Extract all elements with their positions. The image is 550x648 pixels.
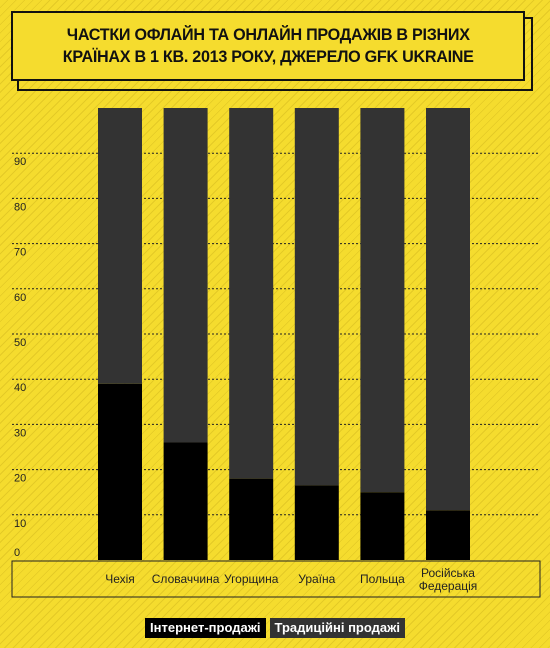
y-tick-label: 40	[14, 382, 26, 394]
category-label: Ураїна	[298, 572, 335, 586]
bar-online	[294, 485, 339, 560]
bar-offline	[229, 108, 274, 479]
bar-online	[163, 442, 208, 560]
y-tick-label: 0	[14, 547, 20, 559]
category-label: Угорщина	[224, 572, 279, 586]
y-tick-label: 10	[14, 518, 26, 530]
bar-offline	[98, 108, 142, 384]
bar-offline	[426, 108, 470, 511]
bar-offline	[294, 108, 339, 486]
legend-online: Інтернет-продажі	[145, 618, 266, 638]
legend: Інтернет-продажі Традиційні продажі	[0, 618, 550, 638]
bar-online	[360, 492, 405, 560]
y-tick-label: 70	[14, 247, 26, 259]
legend-offline: Традиційні продажі	[269, 618, 405, 638]
category-band	[11, 560, 541, 598]
y-tick-label: 30	[14, 427, 26, 439]
category-label: Федерація	[419, 579, 478, 593]
title-box: ЧАСТКИ ОФЛАЙН ТА ОНЛАЙН ПРОДАЖІВ В РІЗНИ…	[11, 11, 525, 81]
bar-online	[98, 383, 142, 560]
bar-offline	[163, 108, 208, 443]
y-tick-label: 90	[14, 156, 26, 168]
category-label: Словаччина	[152, 572, 220, 586]
category-label: Польща	[360, 572, 405, 586]
category-label: Чехія	[105, 572, 135, 586]
y-tick-label: 60	[14, 292, 26, 304]
bar-offline	[360, 108, 405, 493]
chart-title: ЧАСТКИ ОФЛАЙН ТА ОНЛАЙН ПРОДАЖІВ В РІЗНИ…	[62, 25, 474, 66]
y-tick-label: 80	[14, 201, 26, 213]
y-tick-label: 50	[14, 337, 26, 349]
bar-online	[426, 510, 470, 560]
bar-online	[229, 478, 274, 560]
y-tick-label: 20	[14, 473, 26, 485]
category-label: Російська	[421, 566, 475, 580]
